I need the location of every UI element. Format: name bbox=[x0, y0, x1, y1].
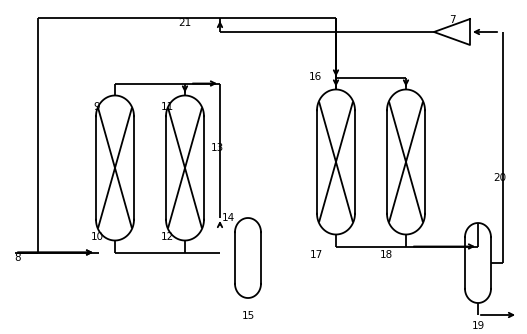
Text: 17: 17 bbox=[309, 250, 323, 260]
Text: 18: 18 bbox=[379, 250, 393, 260]
Text: 16: 16 bbox=[308, 72, 321, 82]
Text: 7: 7 bbox=[448, 15, 455, 25]
Text: 19: 19 bbox=[471, 321, 485, 331]
Text: 8: 8 bbox=[15, 253, 21, 263]
Text: 13: 13 bbox=[210, 143, 223, 153]
Text: 20: 20 bbox=[493, 173, 506, 183]
Text: 12: 12 bbox=[160, 232, 173, 242]
Text: 10: 10 bbox=[91, 232, 104, 242]
Text: 9: 9 bbox=[94, 102, 100, 112]
Text: 21: 21 bbox=[178, 18, 192, 28]
Text: 11: 11 bbox=[160, 102, 173, 112]
Text: 15: 15 bbox=[241, 311, 255, 321]
Text: 14: 14 bbox=[221, 213, 235, 223]
